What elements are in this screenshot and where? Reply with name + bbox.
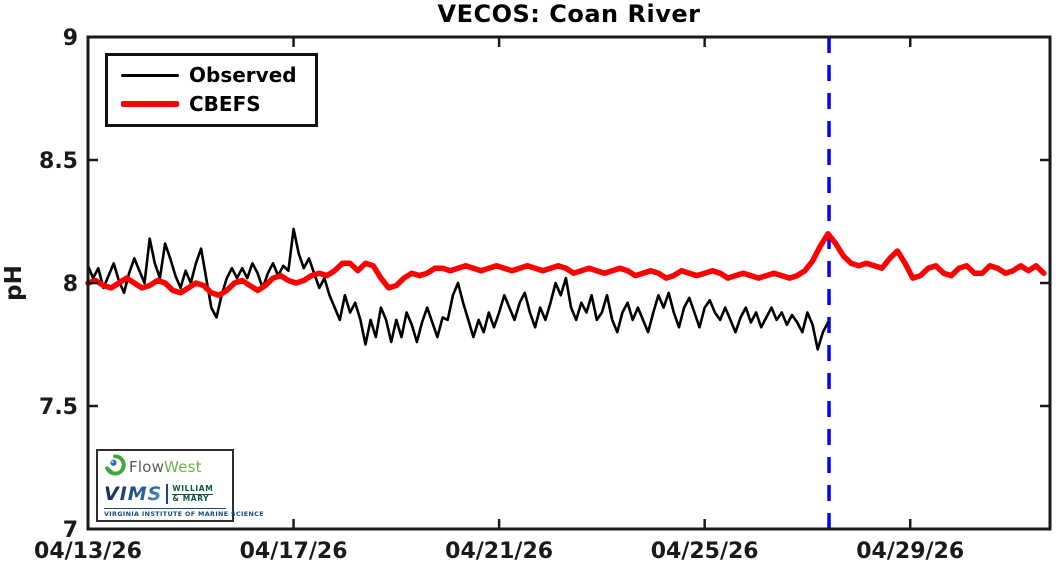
x-tick-label: 04/29/26 — [856, 539, 964, 564]
chart-title: VECOS: Coan River — [437, 0, 701, 28]
flowwest-swirl-icon — [104, 454, 126, 480]
vims-caption: VIRGINIA INSTITUTE OF MARINE SCIENCE — [104, 507, 264, 518]
flowwest-text-west: West — [164, 458, 202, 476]
legend-label-cbefs: CBEFS — [189, 92, 261, 116]
logo-box: FlowWest VIMS WILLIAM & MARY VIRGINIA IN… — [96, 449, 264, 522]
y-tick-label: 8 — [63, 272, 78, 297]
vims-separator — [166, 484, 169, 505]
william-mary-wordmark: WILLIAM & MARY — [172, 484, 214, 504]
wm-line2: & MARY — [172, 494, 210, 504]
flowwest-wordmark: FlowWest — [129, 458, 202, 476]
legend-item-observed: Observed — [121, 64, 297, 86]
y-tick-label: 7 — [63, 518, 78, 543]
legend-label-observed: Observed — [189, 63, 297, 87]
x-tick-label: 04/17/26 — [240, 539, 348, 564]
x-tick-label: 04/21/26 — [445, 539, 553, 564]
legend: Observed CBEFS — [105, 53, 318, 127]
y-tick-label: 8.5 — [39, 149, 78, 174]
vims-wordmark: VIMS — [104, 482, 163, 505]
legend-item-cbefs: CBEFS — [121, 93, 297, 115]
wm-line1: WILLIAM — [172, 484, 214, 496]
y-tick-label: 7.5 — [39, 395, 78, 420]
x-tick-label: 04/13/26 — [34, 539, 142, 564]
flowwest-logo: FlowWest — [104, 454, 226, 480]
legend-line-observed — [121, 73, 179, 77]
x-tick-label: 04/25/26 — [651, 539, 759, 564]
vims-logo: VIMS WILLIAM & MARY — [104, 482, 226, 505]
cbefs-line — [85, 231, 1047, 299]
y-tick-label: 9 — [63, 26, 78, 51]
observed-line — [86, 227, 830, 351]
flowwest-text-flow: Flow — [129, 458, 165, 476]
legend-line-cbefs — [121, 101, 179, 107]
